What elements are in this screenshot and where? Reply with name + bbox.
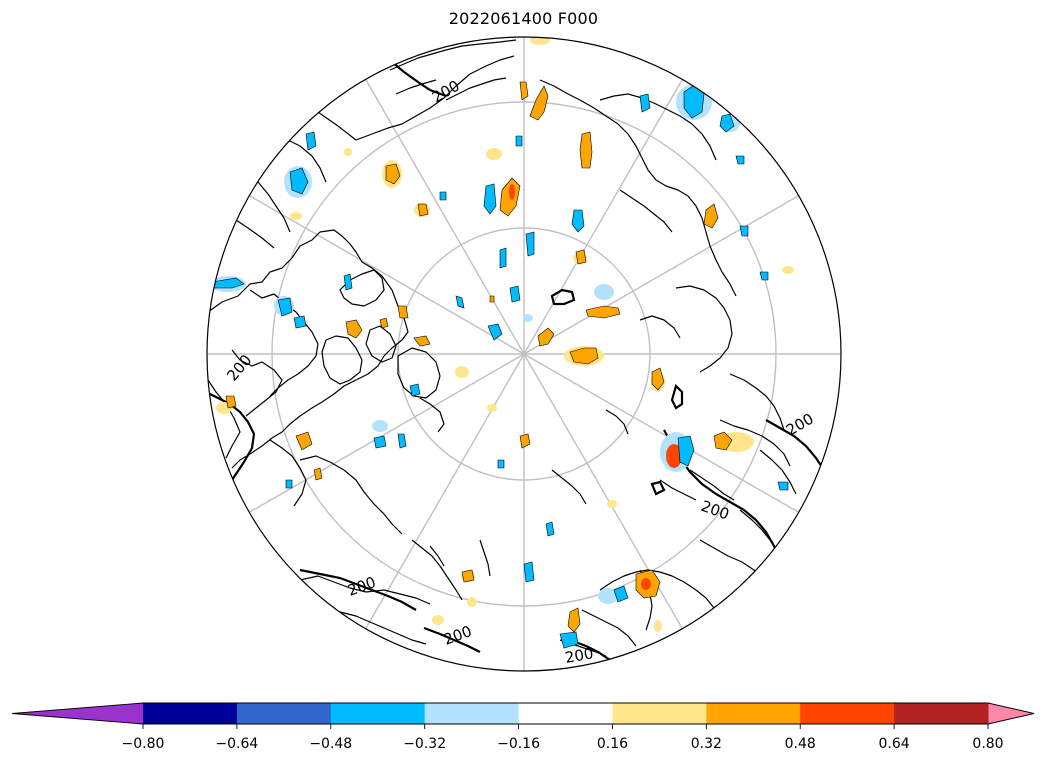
colorbar-segment [706,703,801,724]
colorbar-extend-low [12,703,143,724]
contour-labels: 200 200 200 200 200 200 200 [223,77,817,667]
contour-label: 200 [441,622,474,649]
contour-label: 200 [564,644,595,667]
negative-weak [210,84,740,604]
contour-label: 200 [783,410,817,440]
colorbar-tick-label: −0.48 [309,736,352,752]
map-content: 200 200 200 200 200 200 200 [207,37,841,671]
colorbar-segment [330,703,426,724]
positive-strong [509,184,682,590]
contour-label: 200 [345,573,378,600]
colorbar-tick-label: 0.80 [972,736,1003,752]
colorbar-tick-label: 0.48 [785,736,816,752]
colorbar-extend-high [988,703,1034,724]
anomaly-patches [210,37,794,649]
colorbar-segment [800,703,895,724]
colorbar: −0.80 −0.64 −0.48 −0.32 −0.16 0.16 0.32 0.48 0.6… [11,702,1035,752]
positive-moderate [225,81,733,633]
colorbar-segment [236,703,332,724]
colorbar-segment [612,703,707,724]
contour-label: 200 [223,351,255,385]
colorbar-segment [143,703,238,724]
map-boundary [206,36,842,672]
coastlines [207,39,797,657]
colorbar-tick-label: 0.32 [691,736,722,752]
meridians [207,37,841,671]
colorbar-tick-label: 0.16 [597,736,628,752]
colorbar-segment [424,703,520,724]
colorbar-segment [894,703,989,724]
colorbar-segment [518,703,613,724]
height-contours [207,61,825,661]
colorbar-tick-label: −0.80 [122,736,165,752]
plot-title: 2022061400 F000 [448,9,599,28]
colorbar-tick-label: −0.32 [403,736,446,752]
colorbar-tick-label: −0.16 [497,736,540,752]
negative-moderate [211,83,789,649]
colorbar-tick-label: −0.64 [215,736,258,752]
colorbar-tick-label: 0.64 [879,736,910,752]
positive-weak [216,37,794,632]
